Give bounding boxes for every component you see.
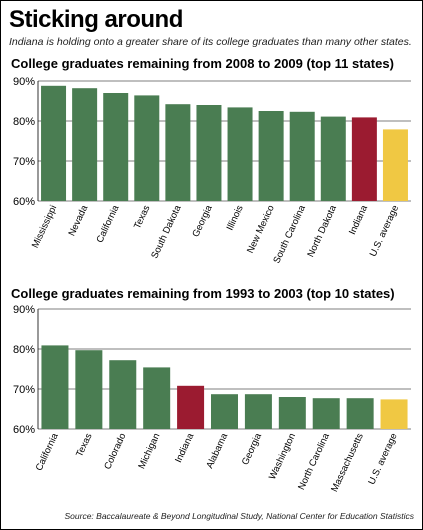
- bar-new-mexico: [258, 111, 284, 201]
- bar-south-carolina: [289, 111, 315, 201]
- y-tick-label: 70%: [13, 156, 35, 168]
- bar-colorado: [109, 360, 137, 429]
- bar-north-dakota: [320, 116, 346, 201]
- x-label-michigan: Michigan: [136, 432, 162, 471]
- x-label-north-carolina: North Carolina: [296, 431, 332, 492]
- bar-mississippi: [41, 85, 67, 201]
- bar-indiana: [351, 117, 377, 201]
- x-label-mississippi: Mississippi: [30, 204, 59, 250]
- y-tick-label: 90%: [13, 76, 35, 88]
- y-tick-label: 90%: [13, 304, 35, 316]
- bar-south-dakota: [165, 104, 191, 201]
- bar-georgia: [196, 105, 222, 201]
- source-note: Source: Baccalaureate & Beyond Longitudi…: [64, 511, 415, 521]
- bar-texas: [75, 350, 103, 429]
- chart-title-2008-2009: College graduates remaining from 2008 to…: [11, 56, 394, 71]
- bar-california: [103, 93, 129, 201]
- x-label-u-s-average: U.S. average: [366, 432, 399, 487]
- x-label-alabama: Alabama: [204, 431, 230, 470]
- x-label-illinois: Illinois: [225, 203, 246, 232]
- x-label-south-dakota: South Dakota: [149, 203, 184, 260]
- x-label-south-carolina: South Carolina: [271, 203, 308, 265]
- headline: Sticking around: [9, 6, 183, 33]
- bar-u-s-average: [380, 399, 408, 429]
- bar-illinois: [227, 107, 253, 201]
- bar-california: [41, 345, 69, 429]
- bar-u-s-average: [382, 129, 408, 201]
- x-label-north-dakota: North Dakota: [305, 203, 339, 259]
- x-label-nevada: Nevada: [67, 203, 91, 238]
- y-tick-label: 80%: [13, 344, 35, 356]
- y-tick-label: 60%: [13, 424, 35, 436]
- chart-1993-2003: 60% 70% 80% 90% California Texas Colorado Michi…: [13, 304, 411, 494]
- x-label-massachusetts: Massachusetts: [329, 431, 366, 493]
- bar-nevada: [72, 88, 98, 201]
- x-label-new-mexico: New Mexico: [245, 204, 277, 256]
- chart-2008-2009: 60% 70% 80% 90% Mississippi Nevada California T…: [13, 76, 411, 265]
- x-label-u-s-average: U.S. average: [368, 204, 401, 259]
- x-label-colorado: Colorado: [102, 432, 128, 472]
- bar-alabama: [211, 394, 238, 429]
- bar-north-carolina: [312, 398, 340, 429]
- bar-washington: [278, 397, 306, 429]
- bar-massachusetts: [346, 398, 374, 429]
- x-label-texas: Texas: [132, 203, 153, 230]
- y-tick-label: 60%: [13, 196, 35, 208]
- x-label-california: California: [94, 203, 121, 245]
- bar-michigan: [143, 367, 171, 429]
- y-tick-label: 80%: [13, 116, 35, 128]
- x-label-indiana: Indiana: [173, 431, 196, 465]
- y-tick-label: 70%: [13, 384, 35, 396]
- bar-texas: [134, 95, 160, 201]
- x-label-georgia: Georgia: [240, 431, 265, 467]
- bar-indiana: [177, 385, 205, 429]
- bar-georgia: [244, 394, 272, 429]
- x-label-california: California: [34, 431, 61, 473]
- x-label-georgia: Georgia: [190, 203, 215, 239]
- x-label-texas: Texas: [74, 431, 95, 458]
- x-label-washington: Washington: [267, 432, 298, 482]
- x-label-indiana: Indiana: [347, 203, 370, 237]
- subhead: Indiana is holding onto a greater share …: [9, 36, 412, 48]
- chart-title-1993-2003: College graduates remaining from 1993 to…: [11, 286, 395, 301]
